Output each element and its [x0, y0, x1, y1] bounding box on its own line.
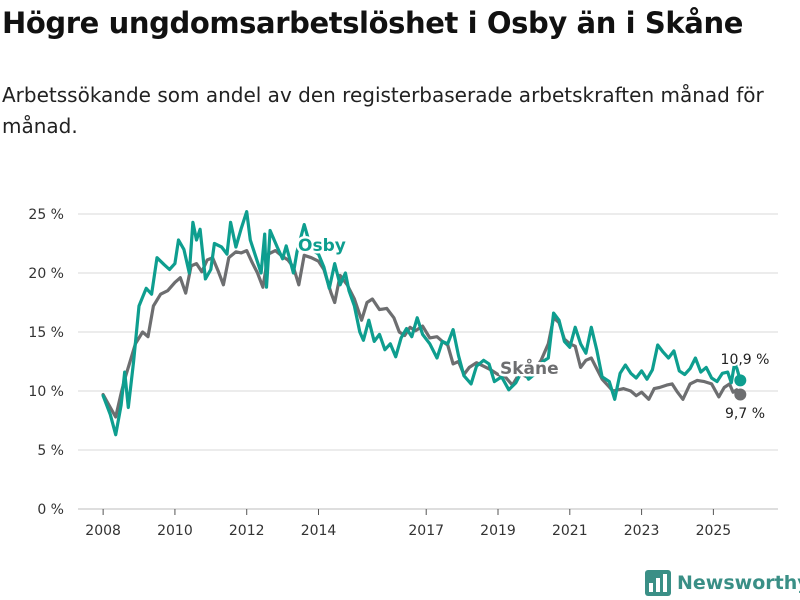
- x-tick-label: 2014: [301, 523, 337, 539]
- x-axis: 2008 2010 2012 2014 2017 2019 2021 2023 2025: [85, 509, 731, 539]
- series-label-osby: Osby: [298, 236, 346, 256]
- x-tick-label: 2019: [480, 523, 516, 539]
- series-line-osby: [101, 210, 742, 437]
- end-value-osby: 10,9 %: [721, 352, 770, 368]
- series-label-halo-skane: Skåne: [500, 357, 559, 379]
- series-label-halo-osby: Osby: [298, 236, 346, 256]
- series-label-skane: Skåne: [500, 357, 559, 379]
- y-tick-label: 10 %: [28, 384, 64, 400]
- chart-subtitle: Arbetssökande som andel av den registerb…: [2, 83, 764, 138]
- gridlines: [78, 213, 778, 510]
- end-point-osby: [734, 374, 747, 387]
- x-tick-label: 2021: [552, 523, 588, 539]
- newsworthy-logo: Newsworthy: [645, 568, 800, 598]
- y-tick-label: 0 %: [37, 502, 64, 518]
- end-value-halo-skane: 9,7 %: [725, 406, 765, 422]
- newsworthy-logo-text: Newsworthy: [677, 572, 800, 594]
- x-tick-label: 2010: [157, 523, 193, 539]
- x-tick-label: 2012: [229, 523, 265, 539]
- chart-title: Högre ungdomsarbetslöshet i Osby än i Sk…: [2, 6, 743, 40]
- x-tick-label: 2023: [624, 523, 660, 539]
- y-tick-label: 15 %: [28, 325, 64, 341]
- y-tick-label: 5 %: [37, 443, 64, 459]
- series: [101, 210, 747, 437]
- end-value-skane: 9,7 %: [725, 406, 765, 422]
- y-tick-label: 20 %: [28, 266, 64, 282]
- x-tick-label: 2008: [85, 523, 121, 539]
- y-axis: 0 % 5 % 10 % 15 % 20 % 25 %: [28, 207, 64, 518]
- x-tick-label: 2017: [408, 523, 444, 539]
- newsworthy-logo-icon: [645, 570, 671, 596]
- x-tick-label: 2025: [696, 523, 732, 539]
- end-point-skane: [734, 388, 747, 401]
- y-tick-label: 25 %: [28, 207, 64, 223]
- end-value-halo-osby: 10,9 %: [721, 352, 770, 368]
